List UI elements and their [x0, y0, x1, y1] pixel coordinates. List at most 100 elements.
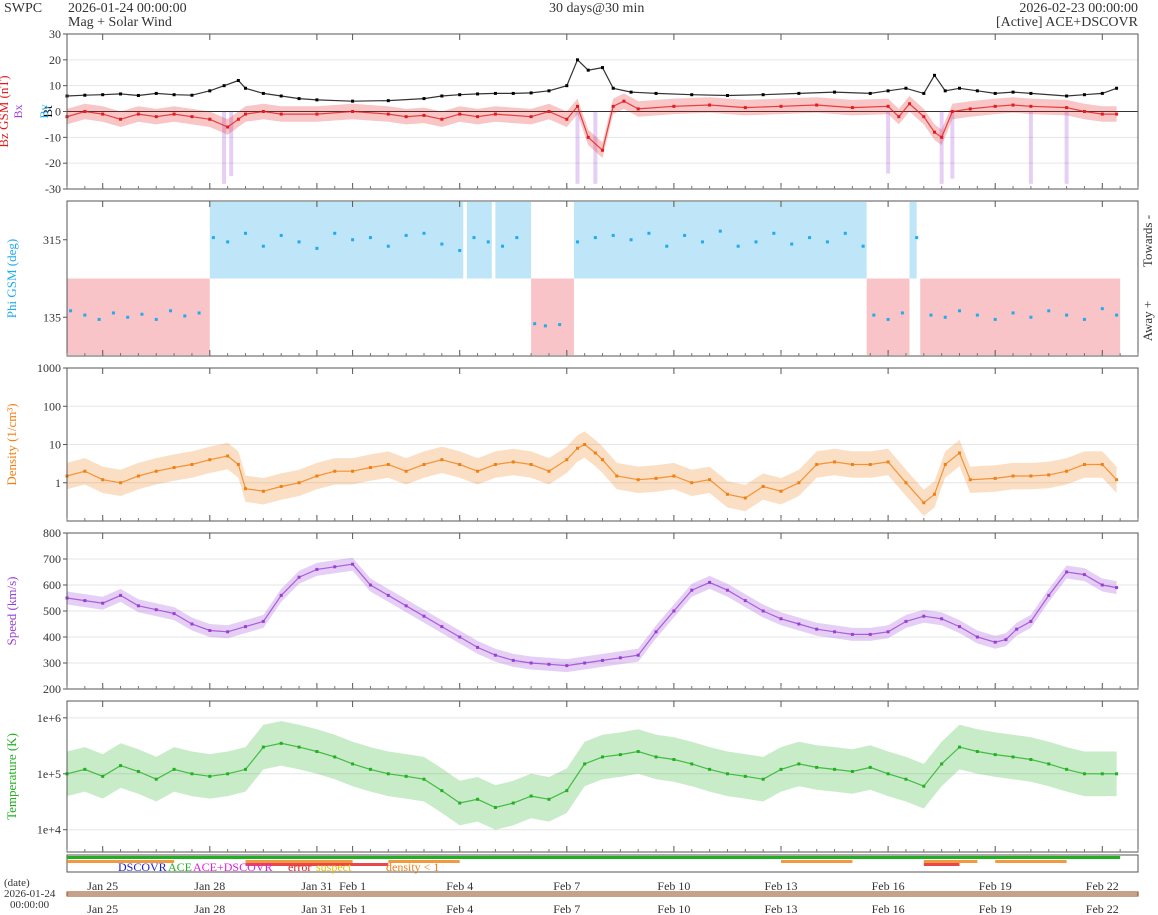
speed-point	[922, 614, 926, 618]
density-point	[833, 460, 837, 464]
phi-point	[558, 323, 562, 327]
phi-point	[929, 313, 933, 317]
mag-bz-spike	[939, 111, 944, 184]
phi-point	[333, 231, 337, 235]
bz-range-band	[67, 93, 1117, 158]
bt-point	[261, 91, 265, 95]
temperature-point	[618, 753, 622, 757]
phi-point	[501, 244, 505, 248]
density-point	[904, 481, 908, 485]
density-point	[404, 469, 408, 473]
density-point	[636, 478, 640, 482]
bz-point	[351, 110, 355, 113]
density-point	[725, 492, 729, 496]
speed-ytick-label: 300	[43, 656, 61, 670]
temperature-point	[690, 762, 694, 766]
bt-point	[208, 89, 212, 93]
bz-point	[708, 103, 712, 107]
time-start-label: 00:00:00	[10, 899, 50, 911]
phi-point	[1082, 317, 1086, 321]
speed-point	[618, 656, 622, 660]
bt-point	[119, 92, 123, 96]
away-sector	[531, 278, 574, 355]
speed-point	[761, 609, 765, 613]
speed-point	[493, 653, 497, 657]
density-point	[368, 466, 372, 470]
mag-ytick-label: -30	[45, 182, 61, 196]
bz-point	[815, 103, 819, 107]
speed-point	[850, 632, 854, 636]
speed-point	[958, 625, 961, 629]
phi-point	[183, 314, 187, 318]
speed-point	[1029, 619, 1033, 623]
density-point	[119, 481, 123, 485]
bt-point	[975, 89, 979, 93]
density-point	[244, 487, 247, 491]
speed-point	[1082, 573, 1086, 577]
density-point	[886, 460, 890, 464]
speed-point	[154, 608, 158, 612]
density-point	[922, 501, 926, 505]
mag-bz-spike	[886, 111, 891, 174]
temperature-point	[904, 777, 908, 781]
density-point	[236, 463, 240, 467]
density-point	[261, 489, 265, 493]
temperature-point	[761, 777, 765, 781]
density-point	[333, 469, 337, 473]
temperature-point	[815, 765, 819, 769]
speed-point	[83, 599, 87, 603]
bz-point	[565, 117, 569, 121]
temperature-point	[922, 784, 926, 788]
xaxis-top-label: Feb 7	[553, 879, 580, 893]
bt-point	[958, 86, 961, 90]
speed-ytick-label: 400	[43, 630, 61, 644]
density-point	[993, 476, 997, 480]
mag-bz-spike	[575, 111, 580, 184]
temperature-point	[1065, 767, 1069, 771]
bz-point	[922, 115, 926, 119]
speed-point	[529, 661, 533, 665]
speed-ytick-label: 700	[43, 552, 61, 566]
density-point	[690, 481, 694, 485]
temperature-ytick-label: 1e+6	[37, 711, 61, 725]
xaxis-bottom-label: Feb 1	[339, 902, 366, 915]
phi-point	[808, 236, 812, 240]
density-point	[708, 478, 712, 482]
towards-label: Towards -	[1140, 215, 1155, 267]
speed-point	[511, 658, 515, 662]
bz-point	[1011, 103, 1015, 107]
xaxis-bottom-label: Feb 7	[553, 902, 580, 915]
towards-sector	[209, 202, 464, 279]
speed-ytick-label: 500	[43, 604, 61, 618]
speed-point	[172, 612, 176, 616]
density-point	[761, 484, 765, 488]
density-point	[101, 478, 105, 482]
density-ytick-label: 1	[55, 476, 61, 490]
xaxis-top-label: Feb 1	[339, 879, 366, 893]
temperature-point	[315, 750, 319, 754]
towards-sector	[466, 202, 492, 279]
speed-point	[351, 562, 355, 566]
phi-point	[958, 309, 961, 313]
speed-point	[136, 604, 140, 608]
temperature-point	[743, 774, 747, 778]
speed-line	[66, 563, 1117, 667]
temperature-point	[958, 745, 961, 749]
speed-point	[654, 630, 658, 634]
temperature-point	[797, 762, 801, 766]
density-point	[422, 463, 426, 467]
density-point	[440, 458, 444, 462]
bt-point	[476, 92, 480, 96]
bz-point	[529, 115, 533, 119]
density-point	[386, 463, 390, 467]
phi-point	[261, 244, 265, 248]
density-point	[1029, 474, 1033, 478]
bt-point	[529, 91, 533, 95]
status-error-flag	[245, 863, 389, 866]
xaxis-bottom-label: Feb 16	[872, 902, 905, 915]
temperature-point	[297, 745, 301, 749]
temperature-point	[279, 741, 283, 745]
phi-point	[1065, 313, 1069, 317]
temperature-point	[708, 767, 712, 771]
xaxis-top-label: Feb 10	[657, 879, 690, 893]
